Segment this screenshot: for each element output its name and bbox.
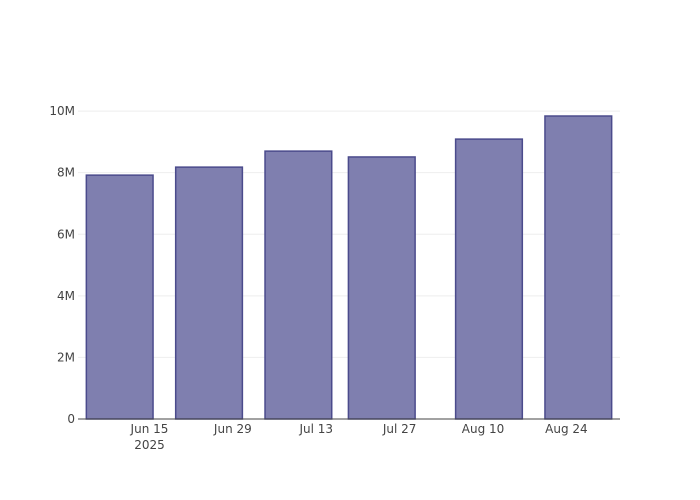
y-tick-label: 8M bbox=[57, 166, 75, 180]
y-tick-label: 6M bbox=[57, 227, 75, 241]
x-tick-label: Jun 29 bbox=[213, 422, 252, 436]
x-tick-label: Jun 15 2025 bbox=[130, 422, 169, 452]
bar bbox=[544, 115, 613, 420]
bar bbox=[174, 166, 244, 420]
x-tick-label: Jul 13 bbox=[298, 422, 333, 436]
y-tick-label: 4M bbox=[57, 289, 75, 303]
y-tick-label: 0 bbox=[67, 412, 75, 426]
x-tick-label: Jul 27 bbox=[382, 422, 417, 436]
y-tick-label: 10M bbox=[49, 104, 75, 118]
y-tick-label: 2M bbox=[57, 350, 75, 364]
x-tick-label: Aug 10 bbox=[462, 422, 505, 436]
bar bbox=[347, 156, 416, 420]
bar bbox=[85, 174, 154, 420]
x-tick-label: Aug 24 bbox=[545, 422, 588, 436]
bar bbox=[264, 150, 333, 420]
bar bbox=[454, 138, 524, 420]
